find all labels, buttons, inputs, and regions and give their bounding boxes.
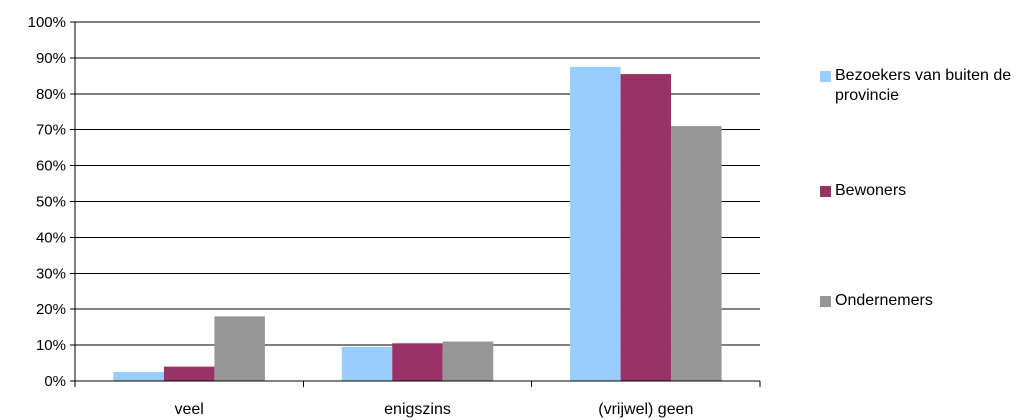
x-tick-label: enigszins <box>384 401 451 418</box>
legend-label-ondernemers: Ondernemers <box>835 292 933 309</box>
legend-item-bezoekers: Bezoekers van buiten de provincie <box>820 66 1025 106</box>
y-tick-label: 60% <box>36 158 66 175</box>
bar <box>341 346 393 381</box>
bar <box>163 366 215 381</box>
bar <box>570 66 621 381</box>
bar <box>392 343 443 381</box>
bar <box>671 126 722 381</box>
bar <box>620 74 672 382</box>
x-tick-labels: veel enigszins (vrijwel) geen <box>174 401 693 418</box>
y-tick-labels: 0% 10% 20% 30% 40% 50% 60% 70% 80% 90% 100% <box>28 14 66 390</box>
y-tick-label: 40% <box>36 229 66 246</box>
y-tick-label: 20% <box>36 301 66 318</box>
legend-swatch-ondernemers <box>820 296 831 307</box>
legend: Bezoekers van buiten de provincie Bewone… <box>820 0 1025 420</box>
bar <box>113 372 164 381</box>
gridlines <box>75 21 760 346</box>
legend-label-bezoekers: Bezoekers van buiten de provincie <box>835 67 1012 104</box>
legend-swatch-bezoekers <box>820 71 831 82</box>
legend-swatch-bewoners <box>820 186 831 197</box>
y-tick-label: 70% <box>36 122 66 139</box>
y-tick-label: 90% <box>36 50 66 67</box>
legend-item-bewoners: Bewoners <box>820 181 1025 201</box>
y-tick-label: 30% <box>36 265 66 282</box>
bar <box>442 341 494 381</box>
y-tick-label: 80% <box>36 86 66 103</box>
x-tick-label: (vrijwel) geen <box>598 401 693 418</box>
x-tick-label: veel <box>174 401 203 418</box>
legend-item-ondernemers: Ondernemers <box>820 291 1025 311</box>
y-tick-label: 50% <box>36 194 66 211</box>
y-tick-label: 10% <box>36 337 66 354</box>
legend-label-bewoners: Bewoners <box>835 182 907 199</box>
y-tick-label: 100% <box>28 14 66 31</box>
bar <box>214 316 265 381</box>
axes <box>70 21 761 387</box>
y-tick-label: 0% <box>44 373 66 390</box>
bars <box>113 66 722 382</box>
